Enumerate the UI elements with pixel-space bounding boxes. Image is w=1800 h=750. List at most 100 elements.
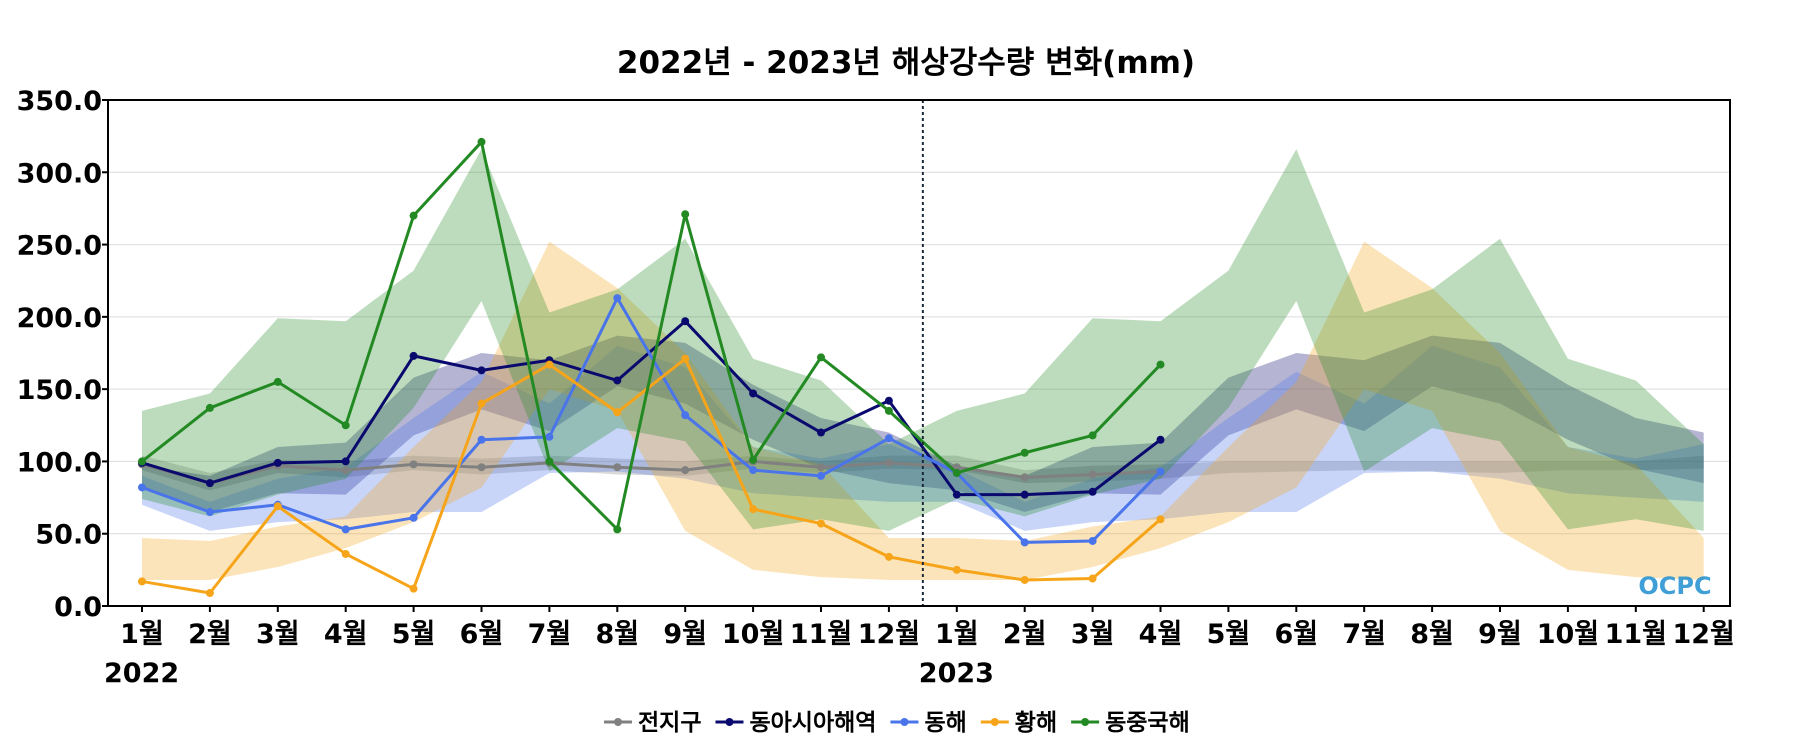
band-황해 bbox=[142, 241, 1704, 580]
series-line-동중국해 bbox=[141, 140, 1162, 531]
series-line-동아시아해역 bbox=[141, 319, 1162, 497]
x-tick-label: 5월 bbox=[392, 619, 436, 650]
data-point bbox=[817, 463, 825, 472]
data-point bbox=[681, 210, 690, 219]
data-point bbox=[1088, 470, 1097, 479]
series-line-전지구 bbox=[141, 459, 1161, 485]
data-point bbox=[545, 360, 554, 369]
data-point bbox=[1020, 575, 1029, 584]
data-point bbox=[613, 463, 622, 472]
data-point bbox=[273, 502, 282, 511]
y-tick-label: 300.0 bbox=[17, 158, 102, 189]
data-point bbox=[205, 479, 214, 488]
chart-title: 2022년 - 2023년 해상강수량 변화(mm) bbox=[617, 45, 1195, 81]
y-tick-label: 0.0 bbox=[54, 592, 102, 623]
data-point bbox=[477, 435, 486, 444]
data-point bbox=[884, 406, 893, 415]
y-tick-label: 200.0 bbox=[17, 303, 102, 334]
x-tick-label: 7월 bbox=[528, 619, 572, 650]
data-point bbox=[273, 458, 282, 467]
x-tick-label: 9월 bbox=[1478, 619, 1522, 650]
data-point bbox=[952, 490, 961, 499]
x-tick-label: 6월 bbox=[1274, 619, 1318, 650]
data-point bbox=[749, 455, 758, 464]
x-tick-label: 11월 bbox=[1605, 619, 1667, 650]
x-tick-label: 1월 bbox=[120, 619, 164, 650]
y-axis-ticks: 0.0 50.0 100.0 150.0 200.0 250.0 300.0 350.0 bbox=[17, 86, 108, 623]
x-tick-label: 5월 bbox=[1207, 619, 1251, 650]
data-point bbox=[1088, 574, 1097, 583]
legend-marker bbox=[900, 718, 909, 726]
x-tick-label: 10월 bbox=[1537, 619, 1599, 650]
data-point bbox=[409, 211, 418, 220]
data-point bbox=[545, 457, 554, 466]
data-point bbox=[817, 519, 825, 528]
year-label: 2023 bbox=[919, 658, 994, 689]
data-point bbox=[681, 354, 690, 363]
x-tick-label: 12월 bbox=[858, 619, 920, 650]
y-tick-label: 100.0 bbox=[17, 447, 102, 478]
data-point bbox=[205, 588, 214, 597]
data-point bbox=[1156, 360, 1165, 369]
data-point bbox=[477, 463, 486, 472]
data-point bbox=[273, 377, 282, 386]
data-point bbox=[409, 460, 418, 469]
data-point bbox=[477, 137, 486, 146]
series-line-황해 bbox=[141, 357, 1162, 595]
x-tick-label: 4월 bbox=[1139, 619, 1183, 650]
x-tick-label: 12월 bbox=[1672, 619, 1734, 650]
data-point bbox=[749, 389, 758, 398]
year-label: 2022 bbox=[104, 658, 179, 689]
data-point bbox=[1020, 448, 1029, 457]
data-point bbox=[1088, 431, 1097, 440]
data-point bbox=[884, 552, 893, 561]
data-point bbox=[817, 428, 825, 437]
data-point bbox=[409, 513, 418, 522]
data-point bbox=[1020, 490, 1029, 499]
data-point bbox=[1156, 467, 1165, 476]
legend-label: 전지구 bbox=[638, 710, 701, 736]
data-point bbox=[205, 403, 214, 412]
band-동중국해 bbox=[142, 149, 1704, 531]
data-point bbox=[1156, 515, 1165, 524]
data-point bbox=[884, 396, 893, 405]
data-point bbox=[138, 457, 146, 466]
legend-label: 동아시아해역 bbox=[749, 710, 876, 736]
data-point bbox=[613, 294, 622, 303]
x-tick-label: 2월 bbox=[1003, 619, 1047, 650]
legend-marker bbox=[1081, 718, 1090, 726]
data-point bbox=[613, 376, 622, 385]
legend: 전지구 동아시아해역 동해 황해 동중국해 bbox=[604, 710, 1190, 736]
y-tick-label: 250.0 bbox=[17, 231, 102, 262]
data-point bbox=[477, 399, 486, 408]
grid-lines bbox=[108, 171, 1730, 535]
data-point bbox=[409, 351, 418, 360]
data-point bbox=[749, 466, 758, 475]
data-point bbox=[681, 317, 690, 326]
data-point bbox=[952, 468, 961, 477]
y-tick-label: 50.0 bbox=[35, 520, 102, 551]
x-tick-label: 8월 bbox=[595, 619, 639, 650]
x-tick-label: 7월 bbox=[1342, 619, 1386, 650]
legend-label: 동중국해 bbox=[1105, 710, 1190, 736]
legend-label: 동해 bbox=[924, 710, 966, 736]
data-point bbox=[205, 508, 214, 517]
x-tick-label: 3월 bbox=[256, 619, 300, 650]
data-point bbox=[341, 549, 350, 558]
data-point bbox=[341, 525, 350, 534]
x-tick-label: 4월 bbox=[324, 619, 368, 650]
data-point bbox=[952, 565, 961, 574]
x-tick-label: 9월 bbox=[663, 619, 707, 650]
data-point bbox=[681, 466, 690, 475]
data-point bbox=[613, 525, 622, 534]
legend-marker bbox=[614, 718, 622, 726]
legend-marker bbox=[990, 718, 999, 726]
data-point bbox=[817, 471, 825, 480]
data-point bbox=[545, 432, 554, 441]
x-tick-label: 8월 bbox=[1410, 619, 1454, 650]
data-point bbox=[681, 411, 690, 420]
data-point bbox=[341, 421, 350, 430]
x-tick-label: 1월 bbox=[935, 619, 979, 650]
data-point bbox=[1088, 536, 1097, 545]
